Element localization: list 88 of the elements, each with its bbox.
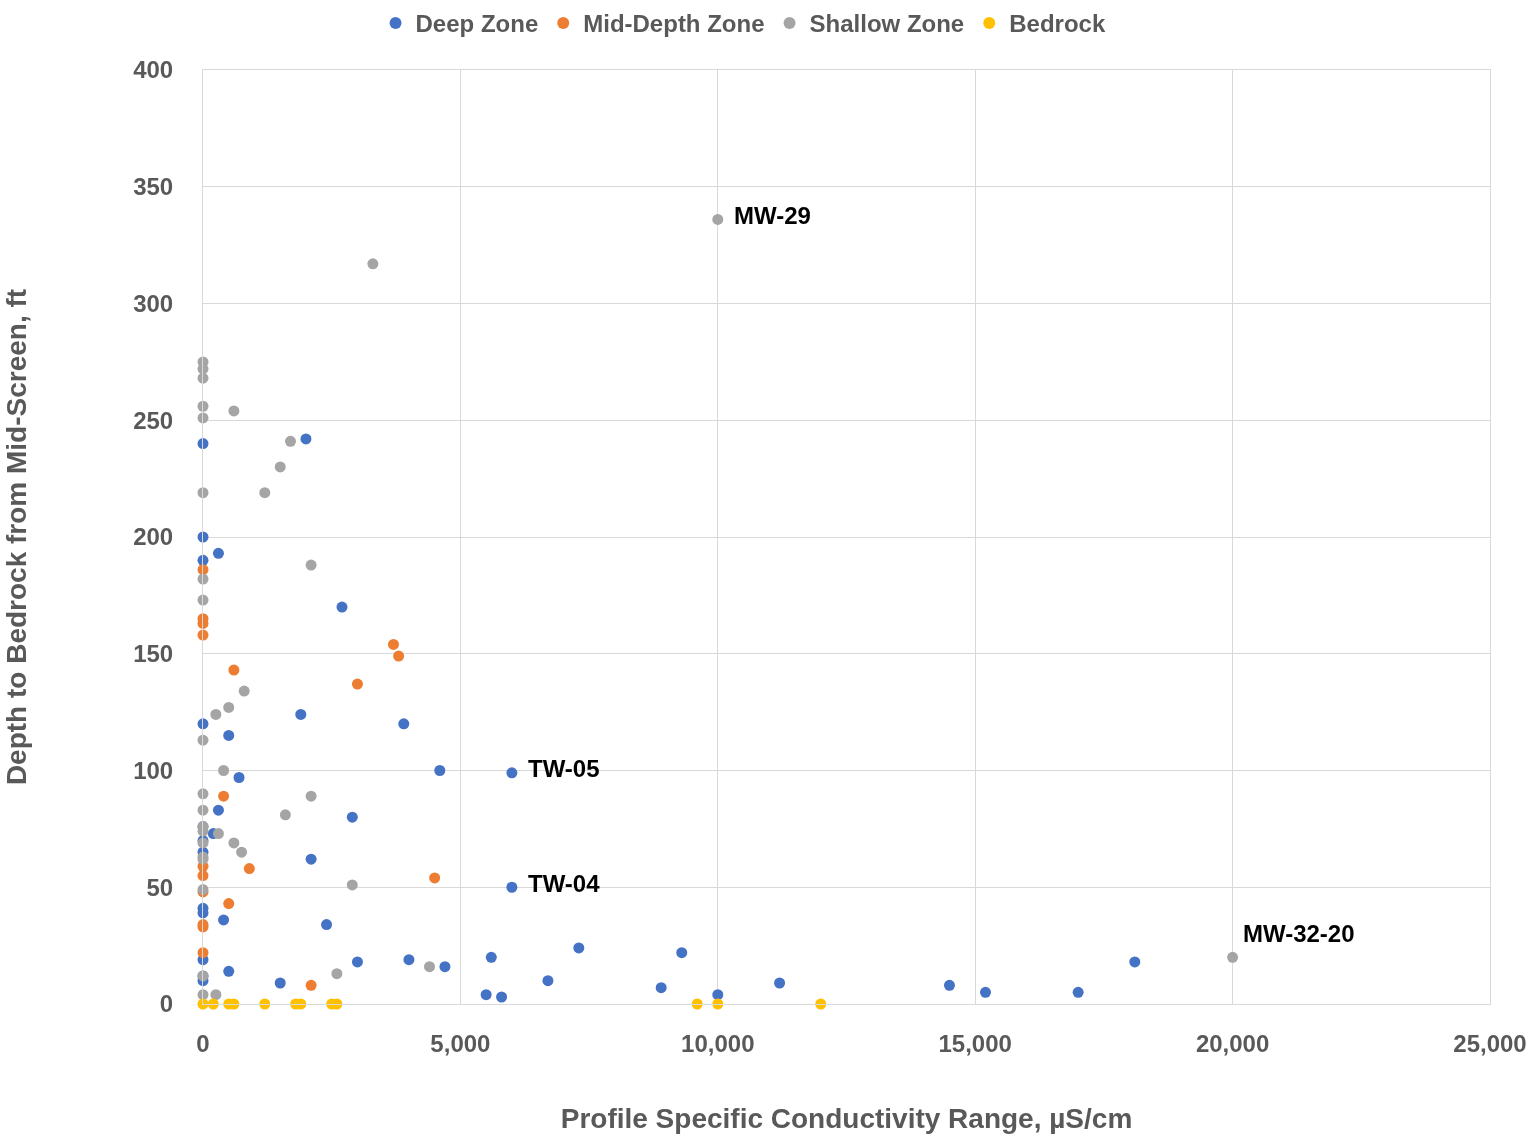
point	[351, 956, 363, 968]
point	[259, 487, 271, 499]
annotation: TW-04	[528, 870, 601, 897]
point	[305, 559, 317, 571]
point	[305, 979, 317, 991]
x-tick-label: 15,000	[938, 1029, 1012, 1057]
x-tick-label: 10,000	[681, 1029, 755, 1057]
point	[506, 881, 518, 893]
point	[233, 772, 245, 784]
point	[243, 863, 255, 875]
point	[346, 879, 358, 891]
point	[236, 846, 248, 858]
y-tick-label: 300	[133, 289, 174, 317]
point	[218, 914, 230, 926]
point	[434, 765, 446, 776]
point	[424, 961, 436, 973]
annotation: MW-29	[734, 202, 811, 229]
annotation: MW-32-20	[1243, 920, 1355, 947]
point	[485, 951, 497, 963]
point	[223, 898, 235, 910]
point	[1072, 986, 1084, 998]
y-axis-title: Depth to Bedrock from Mid-Screen, ft	[0, 288, 32, 786]
point	[943, 979, 955, 991]
point	[398, 718, 410, 730]
point	[274, 977, 286, 989]
point	[223, 729, 235, 741]
point	[676, 947, 688, 959]
point	[496, 991, 508, 1003]
y-tick-label: 400	[133, 56, 174, 84]
point	[321, 919, 333, 931]
x-axis-title: Profile Specific Conductivity Range, µS/cm	[560, 1102, 1133, 1134]
y-tick-label: 100	[133, 756, 174, 784]
x-tick-label: 5,000	[430, 1029, 491, 1057]
legend-label: Mid-Depth Zone	[583, 10, 765, 38]
point	[295, 708, 307, 720]
point	[238, 685, 250, 697]
y-tick-label: 0	[159, 990, 174, 1018]
point	[336, 601, 348, 613]
point	[212, 547, 224, 559]
point	[228, 405, 240, 417]
point	[223, 965, 235, 977]
point	[712, 213, 724, 225]
point	[210, 708, 222, 720]
point	[212, 828, 224, 840]
x-tick-label: 20,000	[1195, 1029, 1270, 1057]
legend-label: Shallow Zone	[809, 10, 965, 38]
point	[1227, 951, 1239, 963]
point	[285, 435, 297, 447]
point	[712, 989, 724, 1001]
y-tick-label: 150	[133, 640, 174, 668]
y-tick-label: 250	[133, 406, 174, 434]
point	[480, 989, 492, 1001]
x-tick-label: 25,000	[1453, 1029, 1527, 1057]
point	[774, 977, 786, 989]
point	[212, 804, 224, 816]
legend-label: Deep Zone	[415, 10, 539, 38]
point	[573, 942, 585, 954]
point	[223, 701, 235, 713]
point	[439, 961, 451, 973]
point	[300, 433, 312, 445]
y-tick-label: 200	[133, 523, 174, 551]
point	[346, 811, 358, 823]
point	[331, 968, 343, 980]
point	[279, 809, 291, 821]
point	[429, 872, 441, 884]
point	[305, 853, 317, 865]
point	[210, 989, 222, 1001]
point	[218, 765, 230, 776]
legend-label: Bedrock	[1009, 10, 1106, 38]
point	[305, 790, 317, 802]
point	[1129, 956, 1141, 968]
x-tick-label: 0	[196, 1029, 210, 1057]
point	[351, 678, 363, 690]
point	[218, 790, 230, 802]
point	[387, 638, 399, 650]
annotation: TW-05	[528, 755, 600, 782]
y-tick-label: 350	[133, 173, 174, 201]
point	[403, 954, 415, 966]
point	[393, 650, 405, 662]
point	[655, 982, 667, 994]
point	[980, 986, 991, 998]
point	[274, 461, 286, 473]
point	[228, 664, 240, 676]
point	[228, 837, 240, 849]
point	[542, 975, 554, 987]
point	[367, 258, 379, 270]
y-tick-label: 50	[146, 873, 174, 901]
point	[506, 767, 518, 779]
